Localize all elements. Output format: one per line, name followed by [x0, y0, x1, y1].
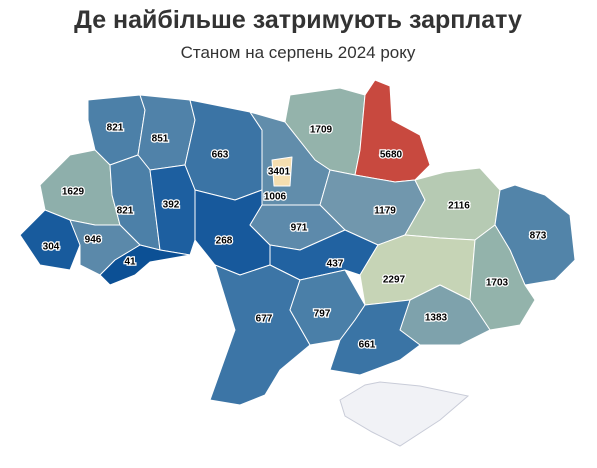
value-label: 851	[152, 134, 169, 145]
region	[209, 264, 311, 406]
value-label: 392	[163, 200, 180, 211]
value-label: 1383	[425, 313, 448, 324]
value-label: 1006	[264, 192, 287, 203]
value-label: 2116	[448, 201, 470, 212]
value-label: 1703	[486, 278, 509, 289]
value-label: 677	[256, 314, 273, 325]
value-label: 41	[124, 257, 136, 268]
value-label: 663	[212, 150, 229, 161]
value-label: 1629	[62, 187, 85, 198]
value-label: 873	[530, 231, 547, 242]
value-label: 971	[291, 223, 308, 234]
region	[271, 156, 293, 187]
value-label: 661	[359, 340, 376, 351]
region	[469, 224, 536, 331]
value-label: 5680	[380, 150, 403, 161]
crimea	[339, 381, 470, 447]
value-label: 821	[107, 123, 124, 134]
value-label: 304	[43, 242, 60, 253]
value-label: 946	[85, 235, 102, 246]
region	[149, 164, 196, 256]
title: Де найбільше затримують зарплату	[74, 6, 522, 34]
value-label: 821	[117, 206, 134, 217]
region	[99, 244, 191, 286]
subtitle: Станом на серпень 2024 року	[181, 43, 416, 62]
region	[329, 299, 421, 376]
value-label: 2297	[383, 275, 406, 286]
value-label: 1709	[310, 125, 333, 136]
value-label: 268	[216, 236, 233, 247]
value-label: 1179	[374, 206, 396, 217]
value-label: 3401	[268, 167, 291, 178]
region	[354, 79, 431, 183]
value-label: 797	[314, 309, 331, 320]
value-label: 437	[327, 259, 344, 270]
